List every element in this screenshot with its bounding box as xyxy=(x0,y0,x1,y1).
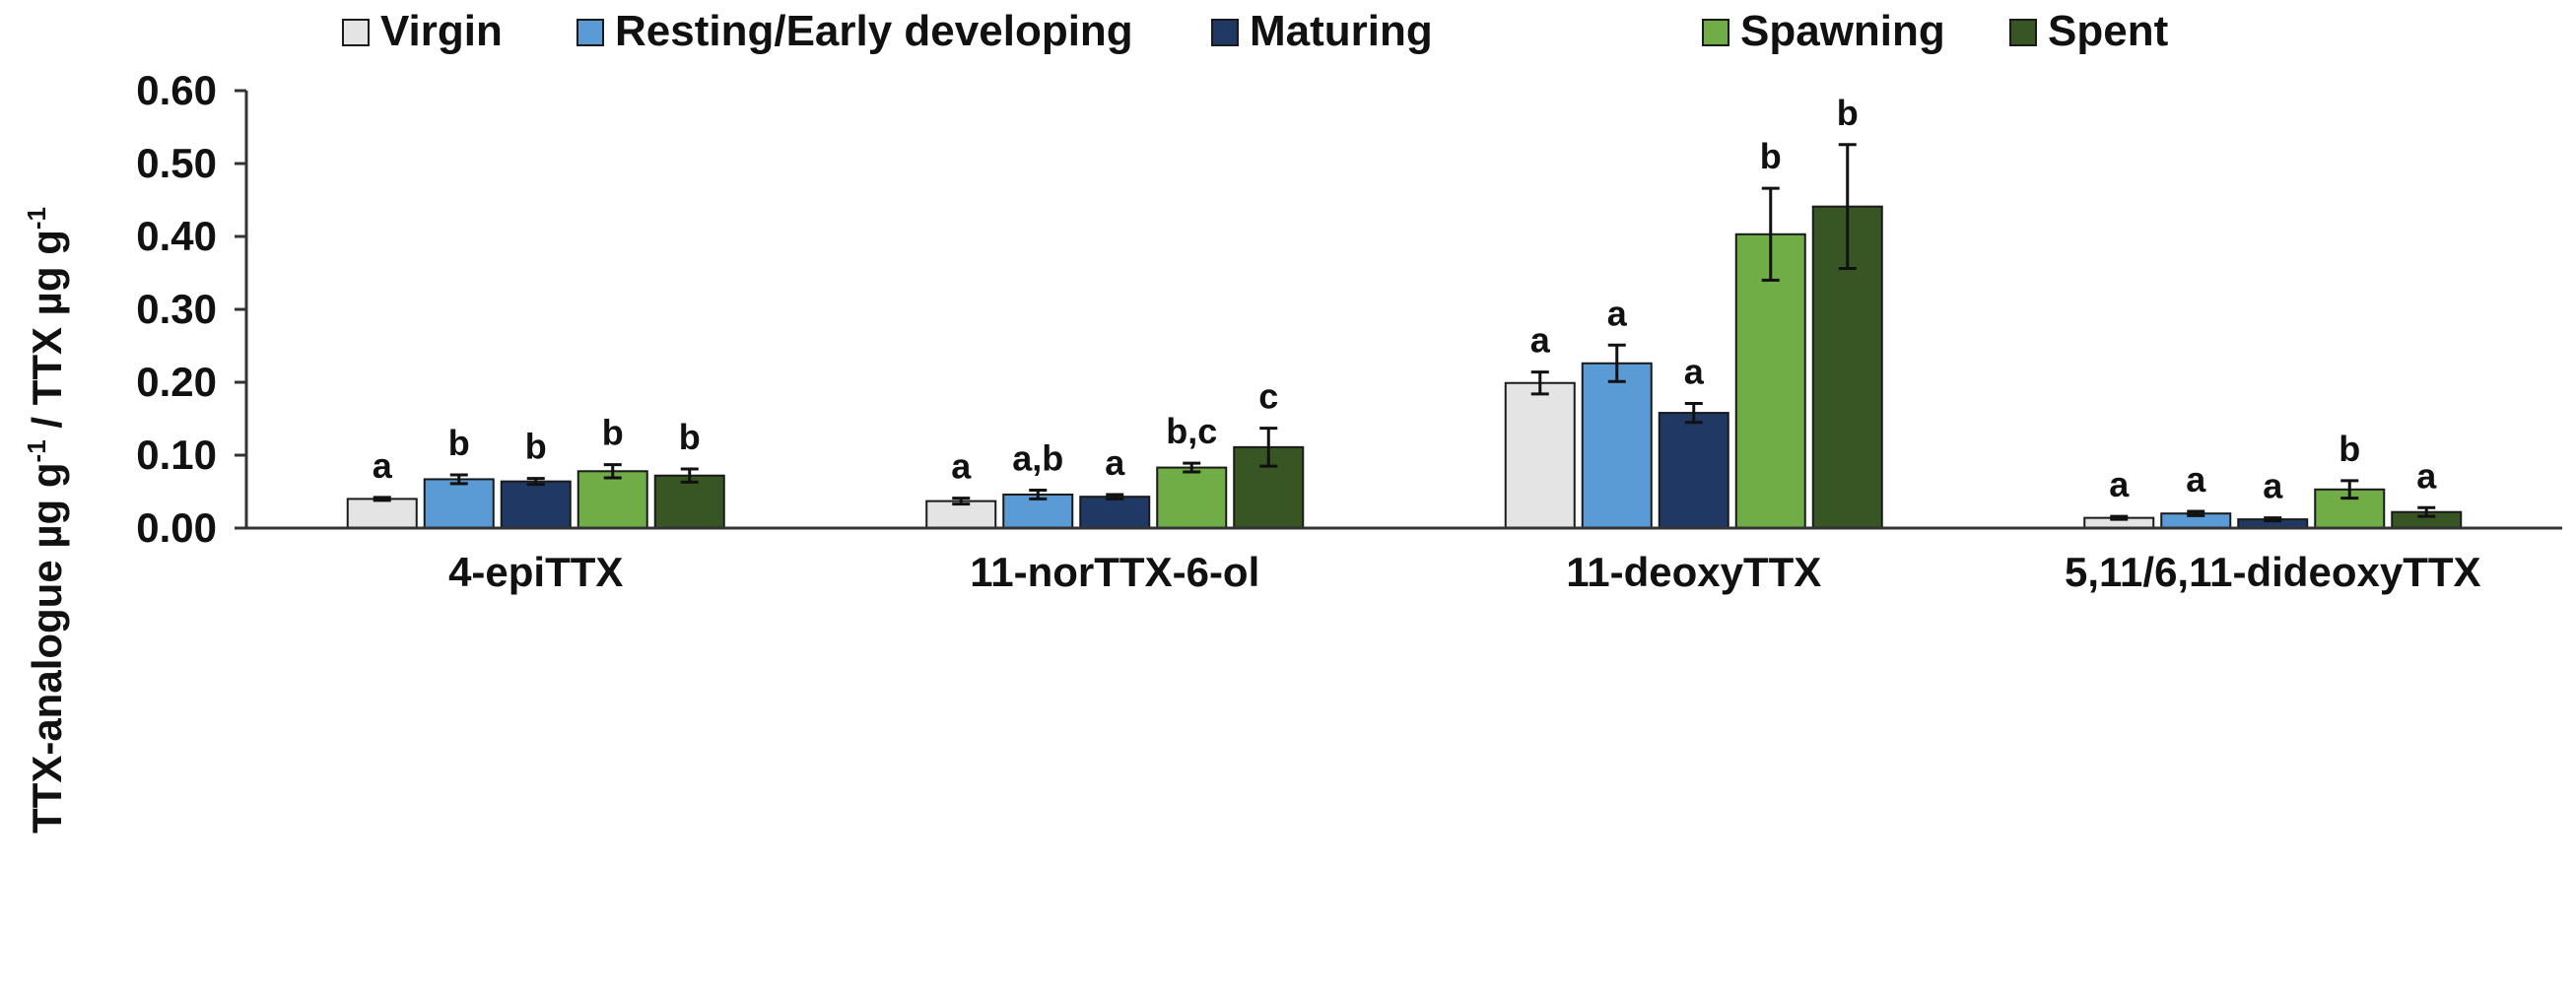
y-tick-label: 0.40 xyxy=(136,213,217,259)
significance-label: c xyxy=(1258,376,1278,417)
bar xyxy=(1156,466,1228,529)
y-tick-label: 0.10 xyxy=(136,432,217,478)
significance-label: a xyxy=(1607,293,1628,333)
bar xyxy=(576,470,648,529)
significance-label: a xyxy=(951,446,972,487)
y-tick-label: 0.20 xyxy=(136,359,217,405)
significance-label: b xyxy=(679,417,701,457)
legend-label: Maturing xyxy=(1250,7,1433,55)
bars-group: a b b b b a a,b a b,c c a a a b b a a a b a xyxy=(346,93,2463,530)
legend: Virgin Resting/Early developing Maturing Sp… xyxy=(342,7,2169,55)
significance-label: b xyxy=(2339,429,2360,469)
legend-swatch xyxy=(342,19,370,46)
x-axis: 4-epiTTX 11-norTTX-6-ol 11-deoxyTTX 5,11/6,… xyxy=(246,526,2562,595)
x-category-label: 11-norTTX-6-ol xyxy=(970,549,1259,595)
legend-swatch xyxy=(1211,19,1239,46)
bar xyxy=(423,478,495,530)
bar xyxy=(1079,496,1151,529)
significance-label: b xyxy=(1760,136,1782,176)
significance-label: a xyxy=(2263,466,2283,506)
y-axis-title: TTX-analogue µg g-1 / TTX µg g-1 xyxy=(22,207,70,833)
legend-swatch xyxy=(1702,19,1729,46)
significance-label: a xyxy=(2416,455,2437,496)
y-tick-label: 0.50 xyxy=(136,140,217,186)
y-tick-label: 0.60 xyxy=(136,67,217,113)
legend-item: Spawning xyxy=(1702,7,1945,55)
significance-label: a xyxy=(2186,459,2206,500)
significance-label: b xyxy=(602,413,624,453)
legend-label: Spent xyxy=(2048,7,2169,55)
significance-label: a,b xyxy=(1012,438,1063,479)
y-axis: 0.00 0.10 0.20 0.30 0.40 0.50 0.60 xyxy=(136,67,248,551)
x-category-label: 4-epiTTX xyxy=(448,549,623,595)
bar xyxy=(1581,362,1653,530)
legend-item: Maturing xyxy=(1211,7,1433,55)
legend-label: Spawning xyxy=(1740,7,1945,55)
significance-label: a xyxy=(373,445,393,486)
legend-item: Spent xyxy=(2009,7,2169,55)
legend-swatch xyxy=(2009,19,2037,46)
legend-label: Resting/Early developing xyxy=(615,7,1133,55)
y-tick-label: 0.00 xyxy=(136,504,217,551)
significance-label: b,c xyxy=(1166,411,1217,451)
significance-label: b xyxy=(525,427,547,467)
y-tick-label: 0.30 xyxy=(136,286,217,332)
legend-label: Virgin xyxy=(380,7,503,55)
significance-label: a xyxy=(1684,351,1705,391)
x-category-label: 5,11/6,11-dideoxyTTX xyxy=(2065,549,2481,595)
legend-swatch xyxy=(576,19,604,46)
bar xyxy=(1658,412,1729,529)
legend-item: Resting/Early developing xyxy=(576,7,1133,55)
bar xyxy=(346,498,418,529)
significance-label: a xyxy=(1530,320,1551,361)
significance-label: a xyxy=(1105,442,1125,483)
legend-item: Virgin xyxy=(342,7,503,55)
significance-label: b xyxy=(1837,93,1859,133)
bar xyxy=(1504,381,1576,529)
x-category-label: 11-deoxyTTX xyxy=(1566,549,1821,595)
bar xyxy=(500,480,572,530)
significance-label: b xyxy=(448,423,470,463)
bar xyxy=(925,500,997,529)
significance-label: a xyxy=(2109,464,2130,504)
